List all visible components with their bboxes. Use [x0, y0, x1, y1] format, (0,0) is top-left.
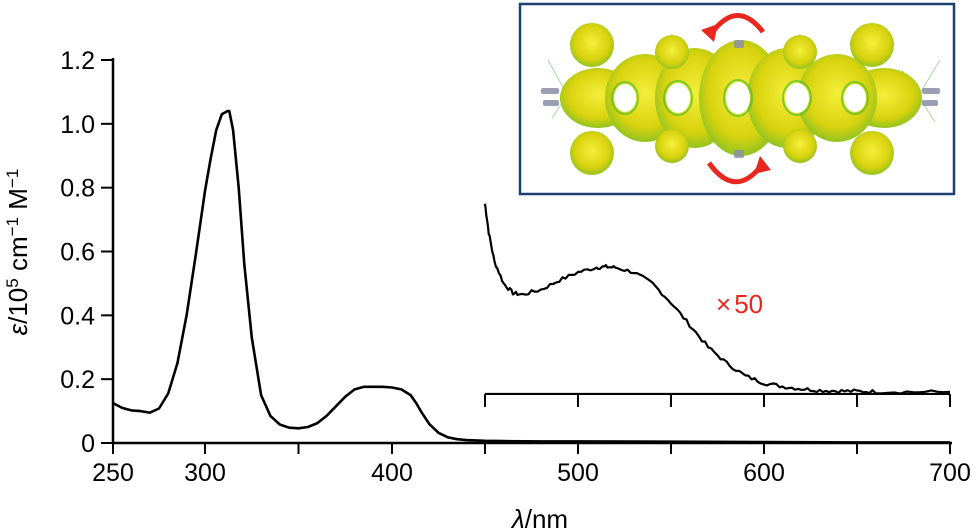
x-tick-label: 700 [929, 459, 971, 487]
y-axis-label-scale: /10 [3, 288, 33, 324]
y-axis-label-unit-m: M [3, 188, 33, 217]
rotation-arrow-bottom-icon [706, 156, 771, 185]
y-tick-label: 0.2 [60, 366, 95, 394]
x-tick-label: 500 [557, 459, 599, 487]
x-tick-label: 400 [371, 459, 413, 487]
x-axis-label: λ/nm [510, 504, 568, 531]
y-tick-group [101, 59, 113, 444]
y-tick-label: 1.0 [60, 111, 95, 139]
rotation-arrow-top-icon [701, 13, 765, 42]
y-axis-label-unit-cm: cm [3, 236, 33, 278]
magnification-symbol: × [716, 289, 731, 319]
y-tick-label: 0.4 [60, 302, 95, 330]
y-axis-label-cm-exponent: −1 [3, 217, 22, 236]
y-tick-label: 1.2 [60, 47, 95, 75]
y-tick-label: 0 [81, 430, 95, 458]
x-tick-group [112, 443, 951, 454]
y-tick-label: 0.6 [60, 239, 95, 267]
x-axis-label-unit: /nm [525, 504, 568, 531]
main-spectrum-line [112, 109, 950, 444]
x-tick-label: 600 [743, 459, 785, 487]
molecule-isosurface-icon [541, 23, 941, 175]
x-tick-label: 250 [92, 459, 134, 487]
y-tick-label-group: 0 0.2 0.4 0.6 0.8 1.0 1.2 [60, 47, 95, 458]
y-axis-label-m-exponent: −1 [3, 169, 22, 188]
magnification-label: × 50 [716, 289, 763, 319]
y-axis-label-exponent: 5 [3, 278, 22, 287]
y-tick-label: 0.8 [60, 175, 95, 203]
y-axis-label-symbol: ε [3, 323, 33, 335]
magnified-baseline-axis [484, 392, 951, 407]
x-tick-label-group: 250 300 400 500 600 700 [92, 459, 971, 487]
y-axis-label: ε/105 cm−1 M−1 [3, 169, 34, 336]
molecule-inset [518, 2, 956, 196]
magnified-spectrum-line [483, 203, 951, 395]
magnification-value: 50 [734, 289, 763, 319]
x-axis-label-symbol: λ [510, 504, 525, 531]
x-tick-label: 300 [184, 459, 226, 487]
